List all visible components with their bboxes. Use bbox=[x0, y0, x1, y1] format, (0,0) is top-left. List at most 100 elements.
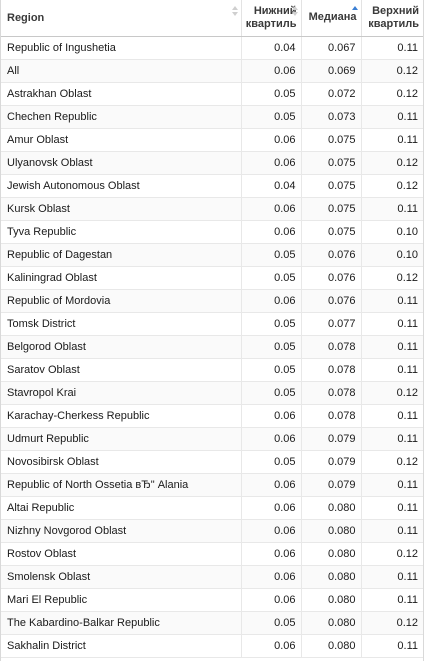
region-cell: Republic of Ingushetia bbox=[1, 36, 242, 60]
sort-down-arrow-icon bbox=[231, 12, 238, 16]
upper-quartile-cell: 0.11 bbox=[361, 473, 423, 497]
region-cell: Tyva Republic bbox=[1, 220, 242, 244]
table-row[interactable]: Mari El Republic 0.06 0.080 0.11 bbox=[1, 588, 423, 612]
table-row[interactable]: Astrakhan Oblast 0.05 0.072 0.12 bbox=[1, 82, 423, 106]
lower-quartile-cell: 0.06 bbox=[241, 542, 302, 566]
median-cell: 0.079 bbox=[301, 427, 362, 451]
table-row[interactable]: Tyva Republic 0.06 0.075 0.10 bbox=[1, 220, 423, 244]
table-row[interactable]: Kaliningrad Oblast 0.05 0.076 0.12 bbox=[1, 266, 423, 290]
table-row[interactable]: Chechen Republic 0.05 0.073 0.11 bbox=[1, 105, 423, 129]
lower-quartile-cell: 0.04 bbox=[241, 174, 302, 198]
table-row[interactable]: Nizhny Novgorod Oblast 0.06 0.080 0.11 bbox=[1, 519, 423, 543]
median-cell: 0.080 bbox=[301, 519, 362, 543]
lower-quartile-cell: 0.05 bbox=[241, 381, 302, 405]
upper-quartile-cell: 0.12 bbox=[361, 381, 423, 405]
median-cell: 0.076 bbox=[301, 289, 362, 313]
region-cell: Altai Republic bbox=[1, 496, 242, 520]
region-cell: Republic of Dagestan bbox=[1, 243, 242, 267]
region-cell: Novosibirsk Oblast bbox=[1, 450, 242, 474]
upper-quartile-cell: 0.11 bbox=[361, 588, 423, 612]
table-row[interactable]: All 0.06 0.069 0.12 bbox=[1, 59, 423, 83]
sort-indicator-icon[interactable] bbox=[231, 5, 238, 17]
upper-quartile-cell: 0.12 bbox=[361, 151, 423, 175]
sort-ascending-icon[interactable] bbox=[351, 5, 358, 17]
table-row[interactable]: Jewish Autonomous Oblast 0.04 0.075 0.12 bbox=[1, 174, 423, 198]
median-cell: 0.073 bbox=[301, 105, 362, 129]
lower-quartile-cell: 0.06 bbox=[241, 519, 302, 543]
column-header-label: Region bbox=[7, 11, 45, 24]
table-row[interactable]: Republic of Ingushetia 0.04 0.067 0.11 bbox=[1, 36, 423, 60]
table-row[interactable]: Altai Republic 0.06 0.080 0.11 bbox=[1, 496, 423, 520]
region-cell: Kaliningrad Oblast bbox=[1, 266, 242, 290]
column-header-median[interactable]: Медиана bbox=[301, 0, 362, 37]
median-cell: 0.075 bbox=[301, 128, 362, 152]
median-cell: 0.078 bbox=[301, 381, 362, 405]
table-row[interactable]: Republic of Dagestan 0.05 0.076 0.10 bbox=[1, 243, 423, 267]
table-row[interactable]: Ulyanovsk Oblast 0.06 0.075 0.12 bbox=[1, 151, 423, 175]
median-cell: 0.080 bbox=[301, 496, 362, 520]
median-cell: 0.069 bbox=[301, 59, 362, 83]
region-cell: Nizhny Novgorod Oblast bbox=[1, 519, 242, 543]
upper-quartile-cell: 0.12 bbox=[361, 542, 423, 566]
table-row[interactable]: The Kabardino-Balkar Republic 0.05 0.080 0.… bbox=[1, 611, 423, 635]
region-cell: Tomsk District bbox=[1, 312, 242, 336]
table-row[interactable]: Sakhalin District 0.06 0.080 0.11 bbox=[1, 634, 423, 658]
lower-quartile-cell: 0.06 bbox=[241, 289, 302, 313]
table-row[interactable]: Saratov Oblast 0.05 0.078 0.11 bbox=[1, 358, 423, 382]
region-cell: Kursk Oblast bbox=[1, 197, 242, 221]
table-row[interactable]: Karachay-Cherkess Republic 0.06 0.078 0.11 bbox=[1, 404, 423, 428]
upper-quartile-cell: 0.11 bbox=[361, 634, 423, 658]
table-row[interactable]: Kursk Oblast 0.06 0.075 0.11 bbox=[1, 197, 423, 221]
column-header-lower-quartile[interactable]: Нижний квартиль bbox=[241, 0, 302, 37]
table-row[interactable]: Belgorod Oblast 0.05 0.078 0.11 bbox=[1, 335, 423, 359]
sort-indicator-icon[interactable] bbox=[291, 5, 298, 17]
upper-quartile-cell: 0.11 bbox=[361, 519, 423, 543]
table-row[interactable]: Stavropol Krai 0.05 0.078 0.12 bbox=[1, 381, 423, 405]
upper-quartile-cell: 0.11 bbox=[361, 197, 423, 221]
upper-quartile-cell: 0.12 bbox=[361, 450, 423, 474]
table-row[interactable]: Rostov Oblast 0.06 0.080 0.12 bbox=[1, 542, 423, 566]
upper-quartile-cell: 0.11 bbox=[361, 289, 423, 313]
column-header-region[interactable]: Region bbox=[1, 0, 242, 37]
table-row[interactable]: Udmurt Republic 0.06 0.079 0.11 bbox=[1, 427, 423, 451]
column-header-label: Медиана bbox=[308, 11, 357, 24]
lower-quartile-cell: 0.05 bbox=[241, 312, 302, 336]
region-cell: Sakhalin District bbox=[1, 634, 242, 658]
region-cell: Rostov Oblast bbox=[1, 542, 242, 566]
table-row[interactable]: Tomsk District 0.05 0.077 0.11 bbox=[1, 312, 423, 336]
table-row[interactable]: Republic of North Ossetia вЂ" Alania 0.06… bbox=[1, 473, 423, 497]
table-row[interactable]: Novosibirsk Oblast 0.05 0.079 0.12 bbox=[1, 450, 423, 474]
region-cell: Belgorod Oblast bbox=[1, 335, 242, 359]
lower-quartile-cell: 0.06 bbox=[241, 220, 302, 244]
median-cell: 0.079 bbox=[301, 473, 362, 497]
median-cell: 0.075 bbox=[301, 197, 362, 221]
region-cell: Chechen Republic bbox=[1, 105, 242, 129]
lower-quartile-cell: 0.05 bbox=[241, 358, 302, 382]
column-header-label: Нижний квартиль bbox=[246, 5, 297, 31]
upper-quartile-cell: 0.11 bbox=[361, 358, 423, 382]
table-row[interactable]: Amur Oblast 0.06 0.075 0.11 bbox=[1, 128, 423, 152]
lower-quartile-cell: 0.06 bbox=[241, 473, 302, 497]
table-header: Region Нижний квартиль Медиана Верхний ква… bbox=[1, 0, 423, 37]
column-header-upper-quartile[interactable]: Верхний квартиль bbox=[361, 0, 423, 37]
lower-quartile-cell: 0.06 bbox=[241, 59, 302, 83]
sort-up-arrow-icon bbox=[351, 6, 358, 10]
column-header-label-line2: квартиль bbox=[368, 17, 419, 30]
table-row[interactable]: Republic of Mordovia 0.06 0.076 0.11 bbox=[1, 289, 423, 313]
upper-quartile-cell: 0.11 bbox=[361, 427, 423, 451]
median-cell: 0.075 bbox=[301, 174, 362, 198]
table-row[interactable]: Smolensk Oblast 0.06 0.080 0.11 bbox=[1, 565, 423, 589]
median-cell: 0.079 bbox=[301, 450, 362, 474]
region-cell: Ulyanovsk Oblast bbox=[1, 151, 242, 175]
region-cell: Astrakhan Oblast bbox=[1, 82, 242, 106]
header-row: Region Нижний квартиль Медиана Верхний ква… bbox=[1, 0, 423, 37]
median-cell: 0.080 bbox=[301, 588, 362, 612]
lower-quartile-cell: 0.06 bbox=[241, 197, 302, 221]
column-header-label: Верхний квартиль bbox=[368, 5, 419, 31]
median-cell: 0.078 bbox=[301, 335, 362, 359]
region-cell: All bbox=[1, 59, 242, 83]
upper-quartile-cell: 0.12 bbox=[361, 59, 423, 83]
column-header-label-line2: квартиль bbox=[245, 17, 297, 30]
upper-quartile-cell: 0.12 bbox=[361, 174, 423, 198]
